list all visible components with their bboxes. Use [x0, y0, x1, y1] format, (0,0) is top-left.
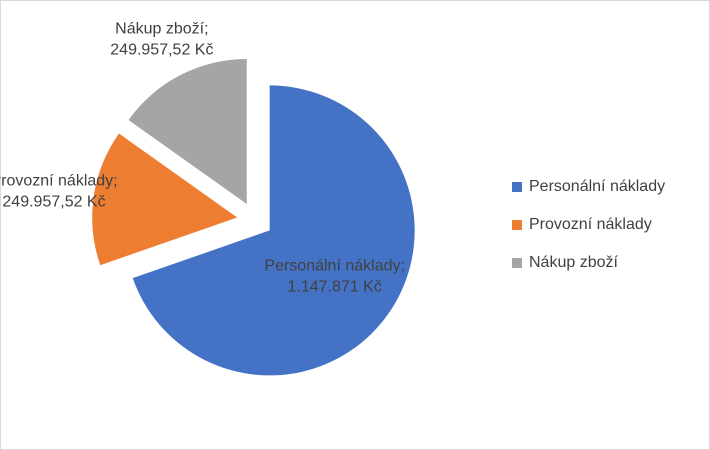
legend-swatch	[512, 258, 522, 268]
data-label-separator: ;	[401, 258, 405, 275]
data-label-separator: ;	[113, 173, 117, 190]
legend-label: Personální náklady	[529, 178, 665, 195]
legend-swatch	[512, 220, 522, 230]
data-label: Personální náklady; 1.147.871 Kč	[264, 258, 405, 296]
data-label-separator: ;	[204, 21, 208, 38]
legend-swatch	[512, 182, 522, 192]
pie-slice	[92, 133, 238, 266]
legend-label: Nákup zboží	[529, 254, 618, 271]
data-label-value: 249.957,52 Kč	[2, 194, 105, 211]
data-label-category: Provozní náklady	[0, 173, 113, 190]
data-label: Provozní náklady; 249.957,52 Kč	[0, 173, 118, 211]
data-label-value: 1.147.871 Kč	[288, 279, 382, 296]
pie-slice	[132, 85, 415, 376]
data-label: Nákup zboží; 249.957,52 Kč	[110, 21, 213, 59]
legend-label: Provozní náklady	[529, 216, 652, 233]
data-label-category: Nákup zboží	[115, 21, 204, 38]
data-label-category: Personální náklady	[264, 258, 400, 275]
pie-slice	[128, 59, 247, 205]
data-label-value: 249.957,52 Kč	[110, 42, 213, 59]
